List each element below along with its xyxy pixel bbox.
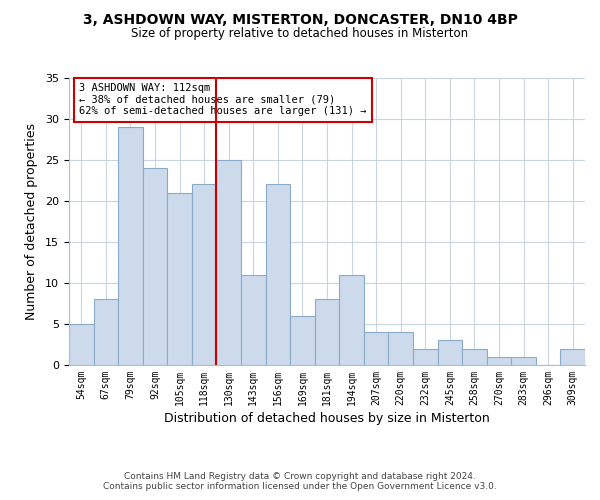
Bar <box>118 127 143 365</box>
Bar <box>290 316 315 365</box>
Bar <box>462 348 487 365</box>
Bar <box>94 300 118 365</box>
Text: Contains HM Land Registry data © Crown copyright and database right 2024.: Contains HM Land Registry data © Crown c… <box>124 472 476 481</box>
Bar <box>217 160 241 365</box>
Bar <box>167 192 192 365</box>
Bar <box>339 274 364 365</box>
Bar <box>192 184 217 365</box>
Bar <box>437 340 462 365</box>
Bar <box>143 168 167 365</box>
Bar <box>511 357 536 365</box>
Y-axis label: Number of detached properties: Number of detached properties <box>25 122 38 320</box>
Bar <box>266 184 290 365</box>
Bar <box>364 332 388 365</box>
Bar <box>413 348 437 365</box>
Bar <box>241 274 266 365</box>
Bar <box>315 300 339 365</box>
Text: Size of property relative to detached houses in Misterton: Size of property relative to detached ho… <box>131 28 469 40</box>
Bar <box>388 332 413 365</box>
Text: 3, ASHDOWN WAY, MISTERTON, DONCASTER, DN10 4BP: 3, ASHDOWN WAY, MISTERTON, DONCASTER, DN… <box>83 12 517 26</box>
X-axis label: Distribution of detached houses by size in Misterton: Distribution of detached houses by size … <box>164 412 490 425</box>
Text: 3 ASHDOWN WAY: 112sqm
← 38% of detached houses are smaller (79)
62% of semi-deta: 3 ASHDOWN WAY: 112sqm ← 38% of detached … <box>79 83 367 116</box>
Bar <box>560 348 585 365</box>
Bar <box>69 324 94 365</box>
Bar <box>487 357 511 365</box>
Text: Contains public sector information licensed under the Open Government Licence v3: Contains public sector information licen… <box>103 482 497 491</box>
